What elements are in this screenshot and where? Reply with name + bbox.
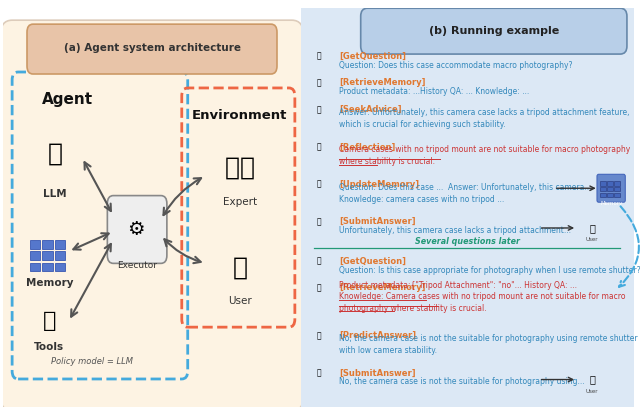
Text: 🤖: 🤖 xyxy=(317,331,321,340)
Text: [RetrieveMemory]: [RetrieveMemory] xyxy=(339,284,426,293)
FancyBboxPatch shape xyxy=(597,174,625,202)
FancyBboxPatch shape xyxy=(607,193,613,197)
Text: 🤖: 🤖 xyxy=(317,180,321,189)
Text: LLM: LLM xyxy=(44,189,67,199)
FancyBboxPatch shape xyxy=(600,182,606,186)
Text: No, the camera case is not the suitable for photography using...: No, the camera case is not the suitable … xyxy=(339,377,585,386)
Text: Memory: Memory xyxy=(600,201,623,206)
FancyBboxPatch shape xyxy=(55,252,65,260)
FancyBboxPatch shape xyxy=(614,193,620,197)
Text: 🤖: 🤖 xyxy=(48,142,63,166)
Text: 🤖: 🤖 xyxy=(317,257,321,266)
Text: [SeekAdvice]: [SeekAdvice] xyxy=(339,105,402,114)
FancyBboxPatch shape xyxy=(294,4,640,411)
Text: (a) Agent system architecture: (a) Agent system architecture xyxy=(63,43,241,53)
Text: Answer: Unfortunately, this camera case lacks a tripod attachment feature,
which: Answer: Unfortunately, this camera case … xyxy=(339,108,630,129)
Text: [SubmitAnswer]: [SubmitAnswer] xyxy=(339,369,416,378)
Text: [SubmitAnswer]: [SubmitAnswer] xyxy=(339,217,416,226)
FancyBboxPatch shape xyxy=(607,182,613,186)
Text: 🤖: 🤖 xyxy=(317,284,321,293)
FancyBboxPatch shape xyxy=(614,182,620,186)
Text: Expert: Expert xyxy=(223,196,257,207)
Text: Several questions later: Several questions later xyxy=(415,237,520,246)
Text: Tools: Tools xyxy=(35,342,65,352)
Text: 🤖: 🤖 xyxy=(317,79,321,88)
FancyBboxPatch shape xyxy=(614,187,620,192)
Text: 🤖: 🤖 xyxy=(317,369,321,378)
Text: [UpdateMemory]: [UpdateMemory] xyxy=(339,180,419,189)
Text: User: User xyxy=(586,238,598,242)
FancyBboxPatch shape xyxy=(607,187,613,192)
FancyBboxPatch shape xyxy=(30,240,40,249)
Text: User: User xyxy=(228,296,252,306)
Text: [PredictAnswer]: [PredictAnswer] xyxy=(339,331,416,340)
Text: [GetQuestion]: [GetQuestion] xyxy=(339,52,406,61)
FancyBboxPatch shape xyxy=(42,240,53,249)
FancyBboxPatch shape xyxy=(55,240,65,249)
FancyBboxPatch shape xyxy=(600,187,606,192)
Text: [GetQuestion]: [GetQuestion] xyxy=(339,257,406,266)
FancyBboxPatch shape xyxy=(108,196,167,263)
Text: 🤖: 🤖 xyxy=(317,217,321,226)
Text: 🙂: 🙂 xyxy=(589,223,595,233)
Text: Question: Is this case appropriate for photography when I use remote shutter?: Question: Is this case appropriate for p… xyxy=(339,266,640,275)
Text: 🤖: 🤖 xyxy=(317,52,321,61)
Text: Environment: Environment xyxy=(192,109,287,122)
Text: Unfortunately, this camera case lacks a tripod attachment...: Unfortunately, this camera case lacks a … xyxy=(339,226,571,235)
Text: Camera cases with no tripod mount are not suitable for macro photography
where s: Camera cases with no tripod mount are no… xyxy=(339,145,630,166)
Text: Question: Does this case ...  Answer: Unfortunately, this camera...
Knowledge: c: Question: Does this case ... Answer: Unf… xyxy=(339,183,591,203)
Text: Policy model = LLM: Policy model = LLM xyxy=(51,357,134,365)
Text: Agent: Agent xyxy=(42,92,93,107)
FancyBboxPatch shape xyxy=(42,252,53,260)
Text: 🙂: 🙂 xyxy=(232,255,247,279)
Text: Product metadata: ...History QA: ... Knowledge: ...: Product metadata: ...History QA: ... Kno… xyxy=(339,87,529,96)
Text: (b) Running example: (b) Running example xyxy=(429,26,559,36)
Text: User: User xyxy=(586,389,598,394)
Text: 🧑‍💼: 🧑‍💼 xyxy=(225,156,255,180)
FancyBboxPatch shape xyxy=(600,193,606,197)
FancyBboxPatch shape xyxy=(55,263,65,271)
Text: 🔧: 🔧 xyxy=(43,311,56,331)
FancyBboxPatch shape xyxy=(0,20,304,411)
FancyBboxPatch shape xyxy=(30,263,40,271)
Text: Executor: Executor xyxy=(117,261,157,270)
Text: 🙂: 🙂 xyxy=(589,374,595,385)
Text: ⚙️: ⚙️ xyxy=(129,220,146,239)
Text: No, the camera case is not the suitable for photography using remote shutter
wit: No, the camera case is not the suitable … xyxy=(339,334,637,355)
FancyBboxPatch shape xyxy=(361,8,627,54)
Text: 🤖: 🤖 xyxy=(317,143,321,151)
FancyBboxPatch shape xyxy=(42,263,53,271)
Text: Memory: Memory xyxy=(26,278,73,288)
FancyBboxPatch shape xyxy=(27,24,277,74)
Text: [RetrieveMemory]: [RetrieveMemory] xyxy=(339,79,426,88)
Text: Question: Does this case accommodate macro photography?: Question: Does this case accommodate mac… xyxy=(339,60,573,69)
Text: [Reflection]: [Reflection] xyxy=(339,143,396,151)
Text: 🤖: 🤖 xyxy=(317,105,321,114)
FancyBboxPatch shape xyxy=(30,252,40,260)
Text: Product metadata:{"Tripod Attachment": "no"... History QA: ...
Knowledge: Camera: Product metadata:{"Tripod Attachment": "… xyxy=(339,281,625,313)
